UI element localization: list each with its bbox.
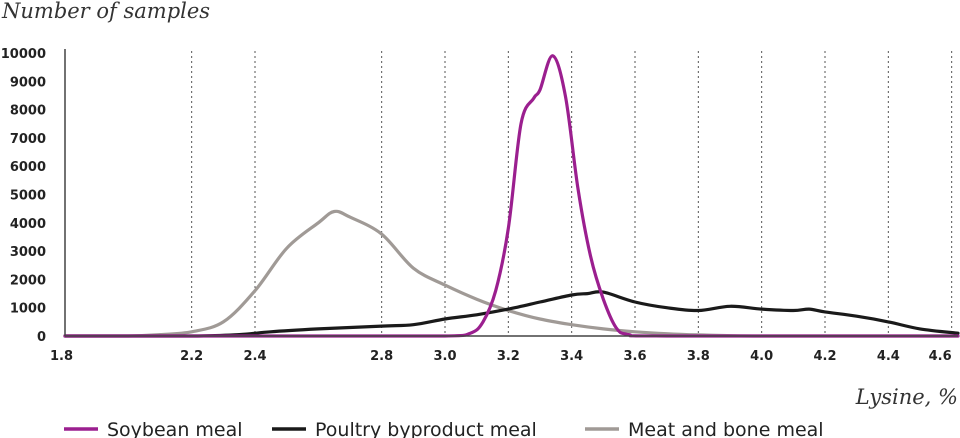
x-tick-label: 4.6 [929, 349, 952, 364]
x-tick-label: 4.0 [750, 349, 773, 364]
y-tick-label: 3000 [10, 245, 46, 260]
x-tick-labels: 1.8 2.2 2.4 2.8 3.0 3.2 3.4 3.6 3.8 4.0 4.2 4.4 4.6 [50, 349, 952, 364]
x-tick-label: 2.4 [243, 349, 266, 364]
legend-label: Soybean meal [107, 419, 243, 438]
x-tick-label: 1.8 [50, 349, 73, 364]
series-line-2 [63, 209, 960, 338]
x-tick-label: 4.2 [813, 349, 836, 364]
x-tick-label: 3.8 [687, 349, 710, 364]
legend: Soybean meal Poultry byproduct meal Meat a… [64, 419, 824, 438]
x-tick-label: 4.4 [877, 349, 900, 364]
y-tick-label: 7000 [10, 132, 46, 147]
x-tick-label: 3.4 [560, 349, 583, 364]
y-tick-labels: 0 1000 2000 3000 4000 5000 6000 7000 8000 9000 100… [1, 47, 46, 345]
y-tick-label: 9000 [10, 75, 46, 90]
legend-label: Poultry byproduct meal [315, 419, 537, 438]
x-tick-label: 2.2 [180, 349, 203, 364]
vertical-gridlines [191, 51, 953, 336]
x-tick-label: 2.8 [370, 349, 393, 364]
y-axis-label: Number of samples [1, 0, 210, 23]
y-tick-label: 10000 [1, 47, 46, 62]
y-tick-label: 8000 [10, 104, 46, 119]
y-tick-label: 4000 [10, 217, 46, 232]
series-lines [63, 54, 960, 338]
series-line-0 [63, 54, 960, 338]
y-tick-label: 5000 [10, 189, 46, 204]
y-tick-label: 0 [37, 330, 46, 345]
y-tick-label: 6000 [10, 160, 46, 175]
x-tick-label: 3.2 [497, 349, 520, 364]
series-line-1 [63, 290, 960, 338]
y-tick-label: 2000 [10, 273, 46, 288]
legend-label: Meat and bone meal [628, 419, 824, 438]
x-axis-label: Lysine, % [855, 385, 958, 409]
x-tick-label: 3.6 [623, 349, 646, 364]
x-tick-label: 3.0 [433, 349, 456, 364]
y-tick-label: 1000 [10, 302, 46, 317]
